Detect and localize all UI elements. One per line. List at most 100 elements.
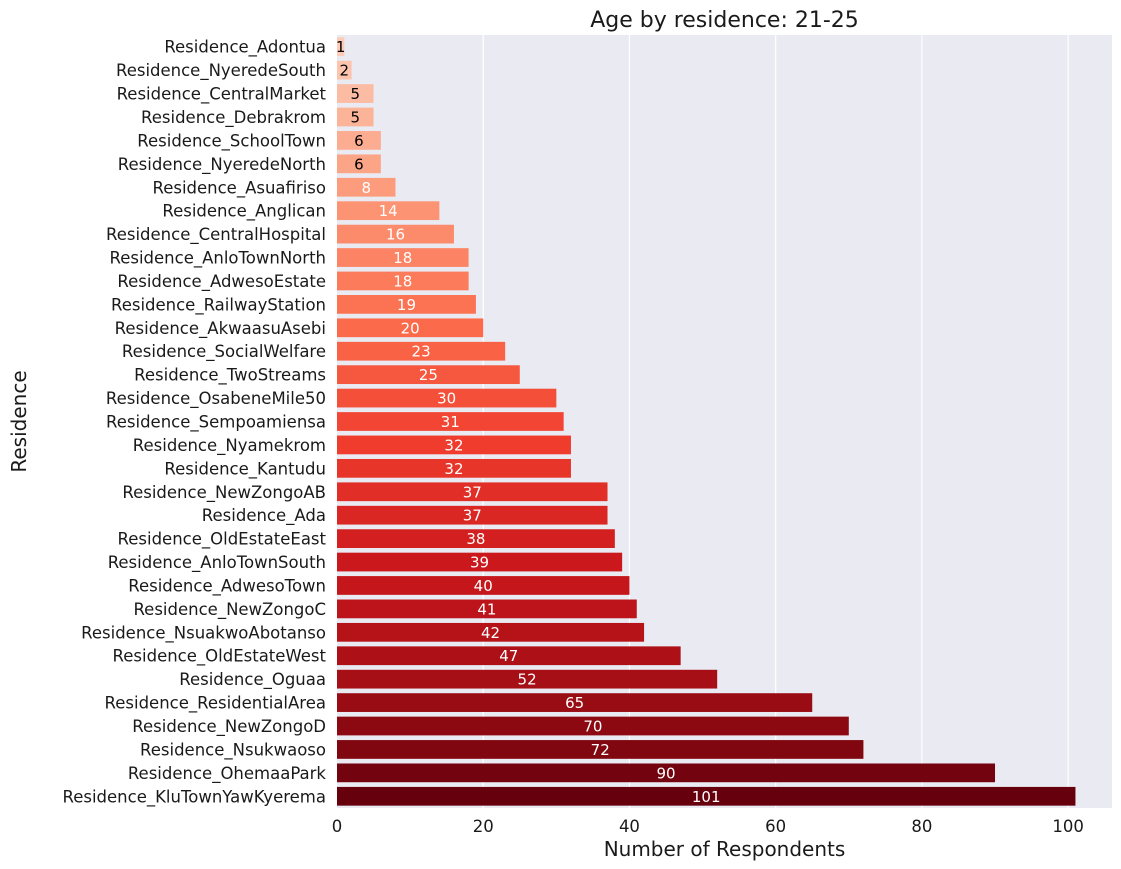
bar-value-label: 14 bbox=[379, 202, 398, 220]
bar-value-label: 31 bbox=[441, 413, 460, 431]
category-label: Residence_Asuafiriso bbox=[152, 178, 326, 198]
bar bbox=[337, 177, 396, 197]
bars bbox=[337, 37, 1076, 806]
bar-value-label: 32 bbox=[444, 460, 463, 478]
x-tick-label: 60 bbox=[765, 817, 786, 836]
bar-value-label: 72 bbox=[591, 741, 610, 759]
bar bbox=[337, 201, 440, 221]
bar bbox=[337, 576, 630, 595]
bar bbox=[337, 388, 557, 408]
bar-value-label: 20 bbox=[401, 319, 420, 337]
bar-value-label: 18 bbox=[393, 272, 412, 290]
bar-value-label: 2 bbox=[340, 62, 350, 80]
bar bbox=[337, 599, 637, 619]
bar bbox=[337, 295, 476, 314]
bar bbox=[337, 693, 813, 712]
category-label: Residence_Debrakrom bbox=[141, 108, 326, 128]
bar bbox=[337, 365, 520, 385]
category-label: Residence_CentralHospital bbox=[106, 225, 326, 245]
bar-value-label: 41 bbox=[477, 600, 496, 618]
bar-value-label: 6 bbox=[354, 155, 364, 173]
category-label: Residence_RailwayStation bbox=[111, 295, 326, 315]
bar-value-label: 6 bbox=[354, 132, 364, 150]
bar-value-label: 47 bbox=[499, 647, 518, 665]
x-tick-label: 100 bbox=[1052, 817, 1084, 836]
bar bbox=[337, 552, 623, 572]
category-label: Residence_NsuakwoAbotanso bbox=[81, 623, 326, 643]
bar-value-label: 23 bbox=[412, 343, 431, 361]
data-labels: 1255668141618181920232530313232373738394… bbox=[336, 38, 721, 806]
category-label: Residence_NewZongoAB bbox=[122, 483, 326, 503]
x-tick-label: 0 bbox=[332, 817, 343, 836]
bar-value-label: 101 bbox=[692, 788, 721, 806]
bar-value-label: 90 bbox=[656, 764, 675, 782]
category-label: Residence_Nyamekrom bbox=[133, 436, 326, 456]
y-axis-label: Residence bbox=[7, 370, 31, 472]
category-label: Residence_NyeredeSouth bbox=[116, 61, 326, 81]
category-label: Residence_AnloTownSouth bbox=[108, 553, 326, 573]
bar-value-label: 37 bbox=[463, 507, 482, 525]
bar-value-label: 30 bbox=[437, 390, 456, 408]
bar bbox=[337, 529, 615, 548]
bar bbox=[337, 248, 469, 267]
bar-value-label: 5 bbox=[351, 108, 361, 126]
bar bbox=[337, 84, 374, 103]
x-tick-labels: 0 20 40 60 80 100 bbox=[332, 817, 1084, 836]
bar-value-label: 18 bbox=[393, 249, 412, 267]
bar bbox=[337, 482, 608, 502]
bar-value-label: 37 bbox=[463, 483, 482, 501]
bar bbox=[337, 716, 849, 736]
bar bbox=[337, 622, 645, 642]
category-label: Residence_Adontua bbox=[164, 38, 326, 58]
category-label: Residence_NewZongoD bbox=[132, 717, 326, 737]
category-label: Residence_Kantudu bbox=[164, 459, 326, 479]
bar-value-label: 16 bbox=[386, 226, 405, 244]
category-label: Residence_AdwesoEstate bbox=[117, 272, 326, 292]
bar-value-label: 19 bbox=[397, 296, 416, 314]
bar bbox=[337, 740, 864, 759]
bar-value-label: 1 bbox=[336, 38, 346, 56]
bar bbox=[337, 505, 608, 525]
bar-value-label: 39 bbox=[470, 554, 489, 572]
category-label: Residence_ResidentialArea bbox=[105, 694, 326, 714]
category-label: Residence_Anglican bbox=[162, 202, 326, 222]
category-label: Residence_TwoStreams bbox=[134, 366, 326, 386]
x-tick-label: 80 bbox=[911, 817, 932, 836]
x-tick-label: 20 bbox=[473, 817, 494, 836]
bar bbox=[337, 458, 571, 478]
bar-value-label: 65 bbox=[565, 694, 584, 712]
bar bbox=[337, 154, 381, 174]
category-label: Residence_CentralMarket bbox=[117, 85, 327, 105]
bar bbox=[337, 131, 381, 150]
x-axis-label: Number of Respondents bbox=[604, 837, 846, 861]
bar-value-label: 70 bbox=[583, 718, 602, 736]
bar bbox=[337, 669, 718, 689]
bar bbox=[337, 271, 469, 291]
category-label: Residence_KluTownYawKyerema bbox=[62, 787, 326, 807]
category-label: Residence_NewZongoC bbox=[133, 600, 326, 620]
bar-value-label: 52 bbox=[518, 671, 537, 689]
bar-value-label: 42 bbox=[481, 624, 500, 642]
category-label: Residence_SocialWelfare bbox=[122, 342, 326, 362]
bar bbox=[337, 107, 374, 127]
category-label: Residence_OsabeneMile50 bbox=[106, 389, 326, 409]
category-label: Residence_OhemaaPark bbox=[128, 764, 327, 784]
bar bbox=[337, 341, 506, 361]
bar-value-label: 38 bbox=[466, 530, 485, 548]
x-tick-label: 40 bbox=[619, 817, 640, 836]
category-label: Residence_AkwaasuAsebi bbox=[115, 319, 326, 339]
bar-value-label: 5 bbox=[351, 85, 361, 103]
category-labels: Residence_Adontua Residence_NyeredeSouth R… bbox=[62, 38, 326, 808]
category-label: Residence_AdwesoTown bbox=[128, 576, 326, 596]
bar bbox=[337, 318, 484, 338]
category-label: Residence_Oguaa bbox=[179, 670, 326, 690]
bar bbox=[337, 763, 996, 783]
bar-value-label: 8 bbox=[361, 179, 371, 197]
bar bbox=[337, 646, 681, 666]
bar-value-label: 25 bbox=[419, 366, 438, 384]
bar bbox=[337, 435, 571, 455]
category-label: Residence_Nsukwaoso bbox=[140, 740, 326, 760]
bar bbox=[337, 412, 564, 431]
bar bbox=[337, 786, 1076, 806]
category-label: Residence_Sempoamiensa bbox=[106, 413, 326, 433]
